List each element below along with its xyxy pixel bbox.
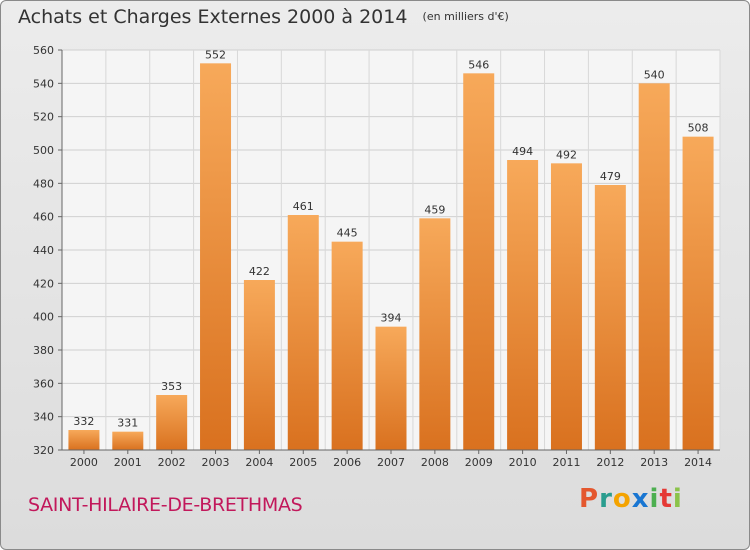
x-tick-label: 2003	[202, 456, 230, 469]
y-tick-label: 320	[33, 444, 54, 457]
x-tick-label: 2010	[509, 456, 537, 469]
y-tick-label: 520	[33, 111, 54, 124]
logo-letter: t	[659, 484, 673, 514]
x-tick-label: 2001	[114, 456, 142, 469]
logo-letter: P	[579, 484, 600, 514]
bar-value-label: 422	[249, 265, 270, 278]
bar	[112, 431, 144, 450]
x-tick-label: 2004	[245, 456, 273, 469]
bar-value-label: 552	[205, 48, 226, 61]
x-tick-label: 2006	[333, 456, 361, 469]
y-tick-label: 400	[33, 311, 54, 324]
y-tick-label: 360	[33, 377, 54, 390]
x-tick-label: 2009	[465, 456, 493, 469]
proxiti-logo: Proxiti	[579, 484, 683, 514]
bar	[287, 215, 319, 450]
x-tick-label: 2013	[640, 456, 668, 469]
logo-letter: i	[649, 484, 660, 514]
y-tick-label: 340	[33, 411, 54, 424]
x-tick-label: 2005	[289, 456, 317, 469]
bar-value-label: 445	[337, 227, 358, 240]
bar-value-label: 353	[161, 380, 182, 393]
bar	[507, 160, 539, 450]
bar	[550, 163, 582, 451]
bar-value-label: 461	[293, 200, 314, 213]
bar	[243, 280, 275, 450]
bar	[594, 185, 626, 450]
bar	[638, 83, 670, 450]
x-tick-label: 2011	[552, 456, 580, 469]
bar-value-label: 492	[556, 148, 577, 161]
town-name: SAINT-HILAIRE-DE-BRETHMAS	[28, 494, 303, 516]
x-tick-label: 2012	[596, 456, 624, 469]
logo-letter: r	[599, 484, 613, 514]
bar	[375, 326, 407, 450]
bar	[331, 241, 363, 450]
x-tick-label: 2000	[70, 456, 98, 469]
bar-value-label: 331	[117, 417, 138, 430]
y-tick-label: 440	[33, 244, 54, 257]
bar-value-label: 546	[468, 58, 489, 71]
bar-value-label: 332	[73, 415, 94, 428]
chart-subtitle: (en milliers d'€)	[422, 10, 509, 23]
x-tick-label: 2008	[421, 456, 449, 469]
bar	[419, 218, 451, 450]
logo-letter: x	[631, 484, 650, 514]
bar-value-label: 479	[600, 170, 621, 183]
chart-header: Achats et Charges Externes 2000 à 2014 (…	[18, 6, 509, 28]
bar	[200, 63, 232, 450]
bar-value-label: 508	[688, 122, 709, 135]
y-tick-label: 500	[33, 144, 54, 157]
y-tick-label: 460	[33, 211, 54, 224]
x-tick-label: 2014	[684, 456, 712, 469]
bar-value-label: 494	[512, 145, 533, 158]
bar	[682, 136, 714, 450]
bar	[463, 73, 495, 450]
bar-value-label: 394	[381, 312, 402, 325]
bar	[68, 430, 100, 450]
bar-value-label: 540	[644, 68, 665, 81]
logo-letter: o	[612, 484, 632, 514]
y-tick-label: 420	[33, 277, 54, 290]
y-tick-label: 540	[33, 77, 54, 90]
y-tick-label: 380	[33, 344, 54, 357]
y-tick-label: 560	[33, 44, 54, 57]
bar-value-label: 459	[424, 203, 445, 216]
y-tick-label: 480	[33, 177, 54, 190]
x-tick-label: 2007	[377, 456, 405, 469]
bar	[156, 395, 188, 450]
chart-title: Achats et Charges Externes 2000 à 2014	[18, 6, 408, 28]
x-tick-label: 2002	[158, 456, 186, 469]
logo-letter: i	[672, 484, 683, 514]
